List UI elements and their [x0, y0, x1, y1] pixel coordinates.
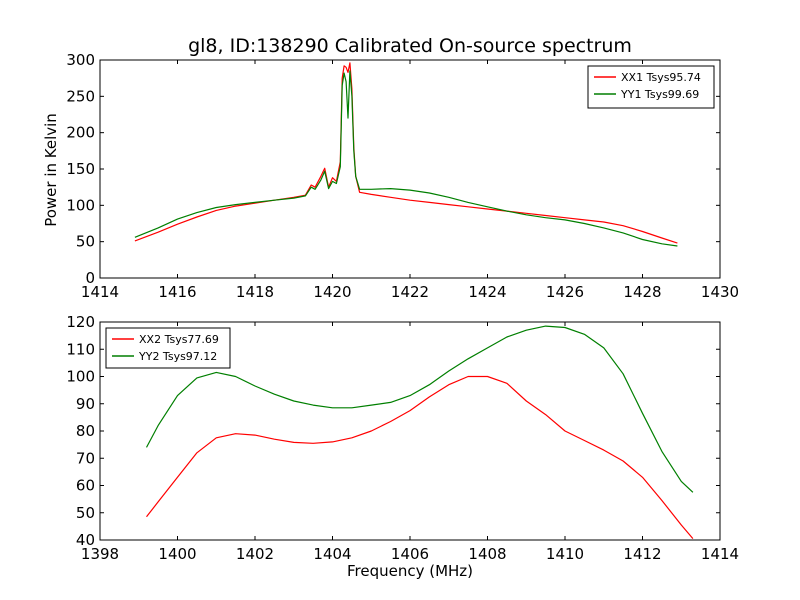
top-y-axis-label: Power in Kelvin: [42, 113, 60, 227]
legend: XX2 Tsys77.69 YY2 Tsys97.12: [105, 327, 231, 369]
legend-box: [587, 65, 715, 109]
legend: XX1 Tsys95.74 YY1 Tsys99.69: [587, 65, 715, 109]
x-tick-label: 1400: [158, 545, 196, 563]
x-tick-label: 1404: [313, 545, 351, 563]
series-line-xx2: [146, 375, 694, 539]
x-tick-label: 1412: [623, 545, 661, 563]
y-tick-label: 150: [66, 160, 95, 178]
x-tick-label: 1422: [391, 283, 429, 301]
x-tick-label: 1424: [468, 283, 506, 301]
y-tick-label: 300: [66, 51, 95, 69]
top-axes: 1414 1416 1418 1420 1422 1424 1426 1428 1430 0 50 1…: [66, 51, 739, 301]
y-tick-label: 80: [76, 422, 95, 440]
y-tick-label: 120: [66, 313, 95, 331]
series-line-yy2: [145, 325, 694, 493]
legend-label: XX1 Tsys95.74: [621, 71, 701, 84]
bottom-x-axis-label: Frequency (MHz): [347, 562, 473, 580]
x-tick-label: 1420: [313, 283, 351, 301]
y-tick-label: 200: [66, 124, 95, 142]
top-chart-title: gl8, ID:138290 Calibrated On-source spec…: [188, 35, 632, 57]
y-tick-label: 60: [76, 477, 95, 495]
x-tick-label: 1414: [81, 283, 119, 301]
x-tick-label: 1406: [391, 545, 429, 563]
x-tick-label: 1430: [701, 283, 739, 301]
y-tick-label: 70: [76, 449, 95, 467]
x-tick-label: 1428: [623, 283, 661, 301]
x-tick-label: 1398: [81, 545, 119, 563]
legend-box: [105, 327, 231, 369]
x-tick-label: 1410: [546, 545, 584, 563]
y-tick-label: 0: [85, 269, 95, 287]
legend-label: YY1 Tsys99.69: [620, 88, 699, 101]
y-tick-label: 50: [76, 504, 95, 522]
x-tick-label: 1408: [468, 545, 506, 563]
x-tick-label: 1426: [546, 283, 584, 301]
y-tick-label: 100: [66, 368, 95, 386]
x-tick-label: 1418: [236, 283, 274, 301]
y-tick-label: 110: [66, 340, 95, 358]
y-tick-label: 40: [76, 531, 95, 549]
bottom-axes: 1398 1400 1402 1404 1406 1408 1410 1412 1414 40 50…: [66, 313, 739, 563]
y-tick-label: 50: [76, 233, 95, 251]
legend-label: XX2 Tsys77.69: [139, 333, 219, 346]
series-line-yy1: [134, 70, 678, 247]
legend-label: YY2 Tsys97.12: [138, 350, 217, 363]
y-tick-label: 250: [66, 87, 95, 105]
x-tick-label: 1402: [236, 545, 274, 563]
y-tick-label: 100: [66, 196, 95, 214]
x-tick-label: 1416: [158, 283, 196, 301]
y-tick-label: 90: [76, 395, 95, 413]
x-tick-label: 1414: [701, 545, 739, 563]
